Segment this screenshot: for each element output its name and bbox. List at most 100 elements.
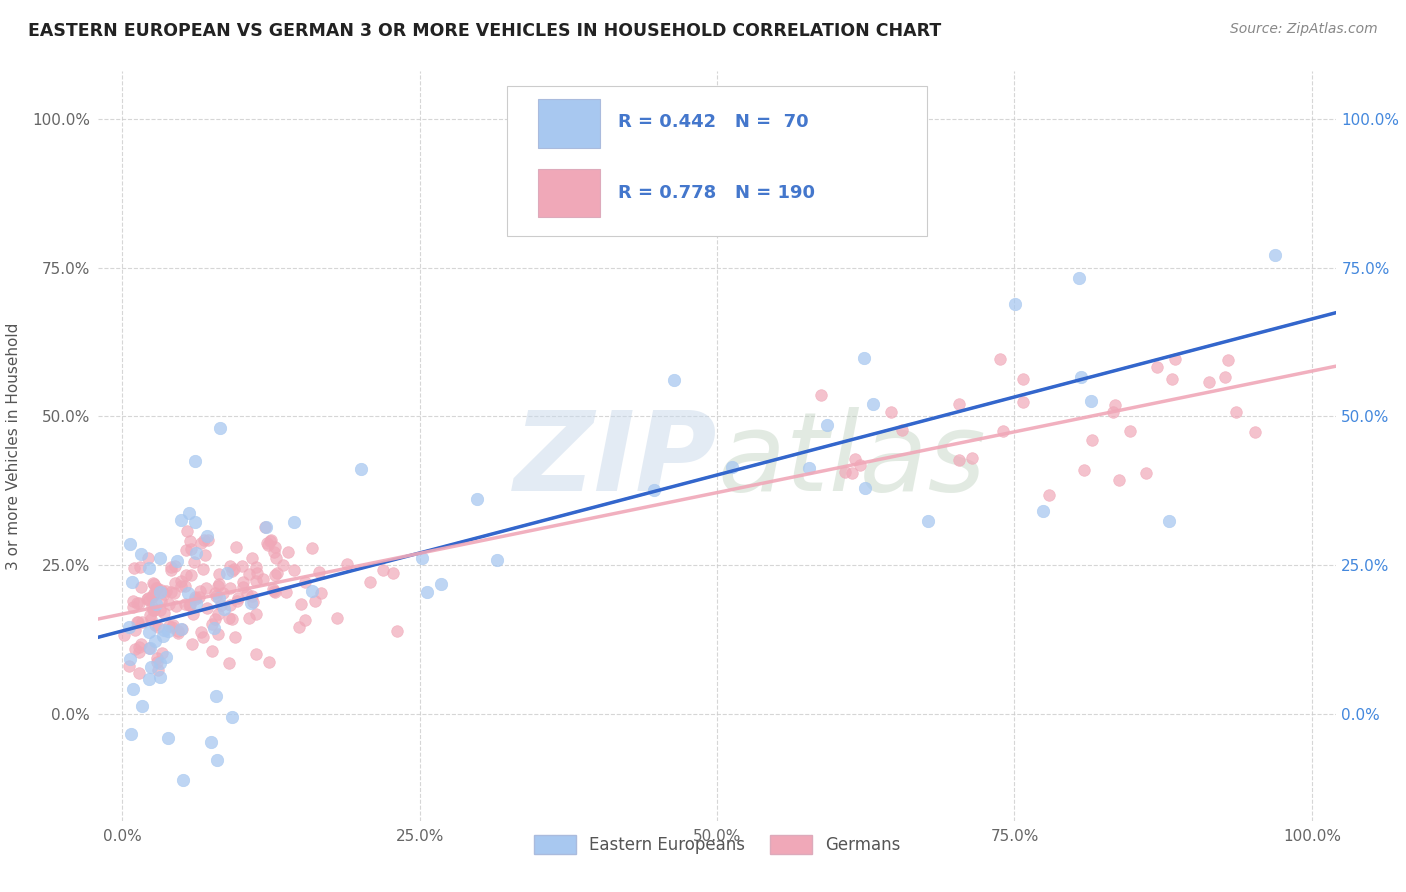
- Point: [1080, 394, 1102, 409]
- Point: [118, 620, 141, 634]
- Point: [880, 405, 903, 419]
- Point: [145, 597, 167, 611]
- Point: [218, 581, 240, 595]
- FancyBboxPatch shape: [537, 169, 599, 218]
- Point: [128, 640, 150, 654]
- Point: [138, 591, 160, 605]
- Point: [153, 607, 176, 621]
- Point: [149, 670, 172, 684]
- Point: [387, 624, 409, 638]
- Point: [283, 515, 305, 529]
- Point: [240, 596, 263, 610]
- Point: [167, 624, 190, 638]
- Point: [143, 602, 166, 616]
- Point: [266, 566, 288, 580]
- Point: [1102, 405, 1125, 419]
- Point: [219, 598, 242, 612]
- Point: [150, 646, 173, 660]
- Point: [143, 577, 166, 591]
- Point: [122, 561, 145, 575]
- Point: [157, 624, 180, 639]
- Point: [150, 594, 173, 608]
- Point: [416, 585, 439, 599]
- Point: [120, 727, 142, 741]
- Point: [138, 640, 160, 655]
- Point: [262, 582, 284, 596]
- Point: [188, 590, 211, 604]
- Point: [308, 565, 330, 579]
- Point: [810, 388, 832, 402]
- Point: [138, 625, 160, 640]
- Point: [891, 423, 914, 437]
- Point: [200, 735, 222, 749]
- Point: [143, 586, 166, 600]
- Point: [245, 574, 267, 588]
- Point: [208, 591, 231, 606]
- Point: [141, 612, 163, 626]
- Point: [290, 597, 312, 611]
- Point: [180, 542, 202, 557]
- Point: [853, 351, 876, 365]
- Point: [143, 617, 166, 632]
- Point: [136, 592, 159, 607]
- Point: [301, 541, 323, 555]
- Point: [238, 566, 260, 581]
- Point: [165, 599, 187, 614]
- Point: [257, 655, 280, 669]
- Point: [260, 533, 283, 547]
- Point: [180, 637, 202, 651]
- Point: [1038, 488, 1060, 502]
- Point: [1012, 395, 1035, 409]
- Point: [205, 590, 228, 604]
- Point: [215, 566, 238, 581]
- Point: [1213, 370, 1236, 384]
- Point: [350, 462, 373, 476]
- Point: [129, 547, 152, 561]
- Point: [226, 591, 249, 606]
- Point: [121, 681, 143, 696]
- Point: [201, 644, 224, 658]
- Point: [162, 618, 184, 632]
- Point: [184, 592, 207, 607]
- Point: [177, 599, 200, 613]
- Point: [232, 580, 254, 594]
- Point: [169, 579, 191, 593]
- Point: [129, 560, 152, 574]
- Point: [917, 514, 939, 528]
- Point: [128, 645, 150, 659]
- Point: [138, 561, 160, 575]
- Point: [183, 555, 205, 569]
- Point: [277, 545, 299, 559]
- Point: [211, 586, 233, 600]
- Point: [142, 575, 165, 590]
- Point: [194, 548, 217, 562]
- Point: [195, 601, 218, 615]
- Point: [167, 626, 190, 640]
- Point: [177, 586, 200, 600]
- Point: [1225, 404, 1247, 418]
- Point: [124, 642, 146, 657]
- Point: [179, 534, 201, 549]
- Point: [207, 567, 229, 582]
- Point: [209, 598, 232, 612]
- Point: [411, 551, 433, 566]
- Point: [225, 541, 247, 555]
- Point: [179, 598, 201, 612]
- Point: [128, 666, 150, 681]
- Point: [254, 520, 277, 534]
- Point: [172, 772, 194, 787]
- Point: [170, 622, 193, 636]
- Point: [1198, 376, 1220, 390]
- Point: [222, 562, 245, 576]
- Point: [125, 596, 148, 610]
- Point: [430, 576, 453, 591]
- Point: [165, 559, 187, 574]
- Point: [152, 629, 174, 643]
- Point: [1146, 359, 1168, 374]
- Point: [862, 397, 884, 411]
- Point: [1264, 248, 1286, 262]
- Point: [263, 545, 285, 559]
- Point: [191, 630, 214, 644]
- Point: [202, 621, 225, 635]
- Point: [848, 458, 870, 473]
